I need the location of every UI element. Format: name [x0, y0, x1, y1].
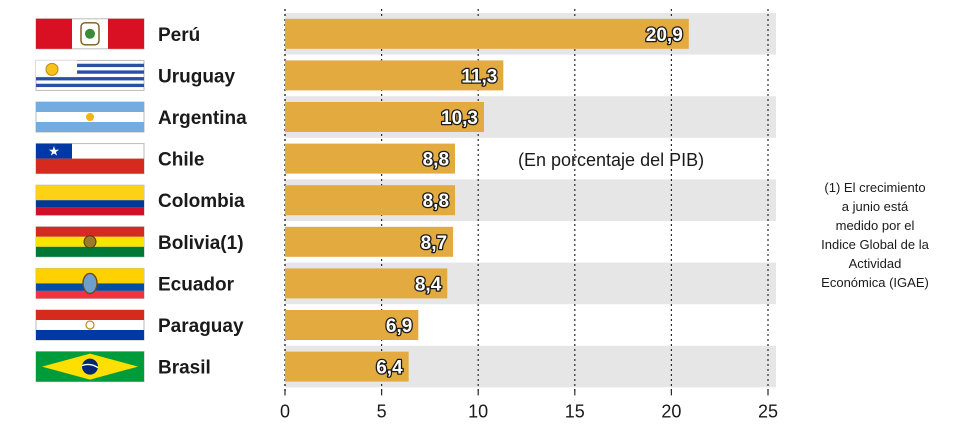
value-labels: 20,9 11,3 10,3 8,8 8,8 8,7 8,46,9 6,4: [375, 23, 684, 379]
peru-flag-icon: [35, 18, 145, 50]
category-label: Colombia: [158, 191, 245, 212]
value-label: 6,9: [386, 316, 412, 337]
chile-flag-icon: ★: [35, 143, 145, 175]
argentina-flag-icon: [35, 101, 145, 133]
bar: [285, 226, 454, 257]
value-label: 8,8: [423, 191, 449, 212]
category-label: Uruguay: [158, 66, 236, 87]
value-label: 6,4: [376, 358, 403, 379]
svg-text:★: ★: [48, 145, 60, 160]
brazil-flag-icon: [35, 351, 145, 383]
bar: [285, 310, 419, 340]
bar: [285, 102, 484, 132]
x-tick-label: 15: [565, 401, 585, 421]
chart-subtitle: (En porcentaje del PIB): [518, 150, 704, 170]
bar: [285, 351, 409, 382]
uruguay-flag-icon: [35, 59, 145, 91]
colombia-flag-icon: [35, 184, 145, 216]
category-labels: Perú Uruguay Argentina Chile Colombia Bolivia…: [158, 25, 247, 379]
paraguay-flag-icon: [35, 309, 145, 341]
bolivia-flag-icon: [35, 226, 145, 258]
bar: [285, 60, 504, 91]
value-label: 8,7: [421, 233, 447, 254]
category-label: Paraguay: [158, 316, 244, 337]
x-tick-label: 5: [377, 401, 387, 421]
ecuador-flag-icon: [35, 267, 145, 299]
value-label: 10,3: [441, 108, 478, 129]
x-tick-label: 20: [661, 401, 681, 421]
category-label: Chile: [158, 150, 204, 171]
value-label: 20,9: [646, 25, 683, 46]
value-label: 11,3: [461, 66, 497, 87]
bars: [285, 18, 689, 382]
category-label: Brasil: [158, 358, 211, 379]
footnote: (1) El crecimiento a junio está medido p…: [800, 178, 950, 292]
x-tick-label: 0: [280, 401, 290, 421]
category-label: Perú: [158, 25, 200, 46]
category-label: Argentina: [158, 108, 247, 129]
footnote-line: Indice Global de la: [821, 237, 929, 252]
x-axis: 0 5 10 15 20 25: [280, 389, 778, 421]
bar: [285, 268, 448, 299]
footnote-line: a junio está: [841, 199, 909, 214]
bar: [285, 18, 689, 49]
bar: [285, 185, 456, 216]
footnote-line: medido por el: [835, 218, 915, 233]
footnote-line: Económica (IGAE): [821, 275, 929, 290]
footnote-line: (1) El crecimiento: [824, 180, 926, 195]
category-label: Bolivia(1): [158, 233, 244, 254]
category-label: Ecuador: [158, 274, 235, 295]
footnote-line: Actividad: [848, 256, 902, 271]
flags: ★: [35, 18, 145, 383]
value-label: 8,4: [415, 274, 442, 295]
x-tick-label: 10: [468, 401, 488, 421]
value-label: 8,8: [423, 150, 449, 171]
bar: [285, 143, 456, 174]
x-tick-label: 25: [758, 401, 778, 421]
